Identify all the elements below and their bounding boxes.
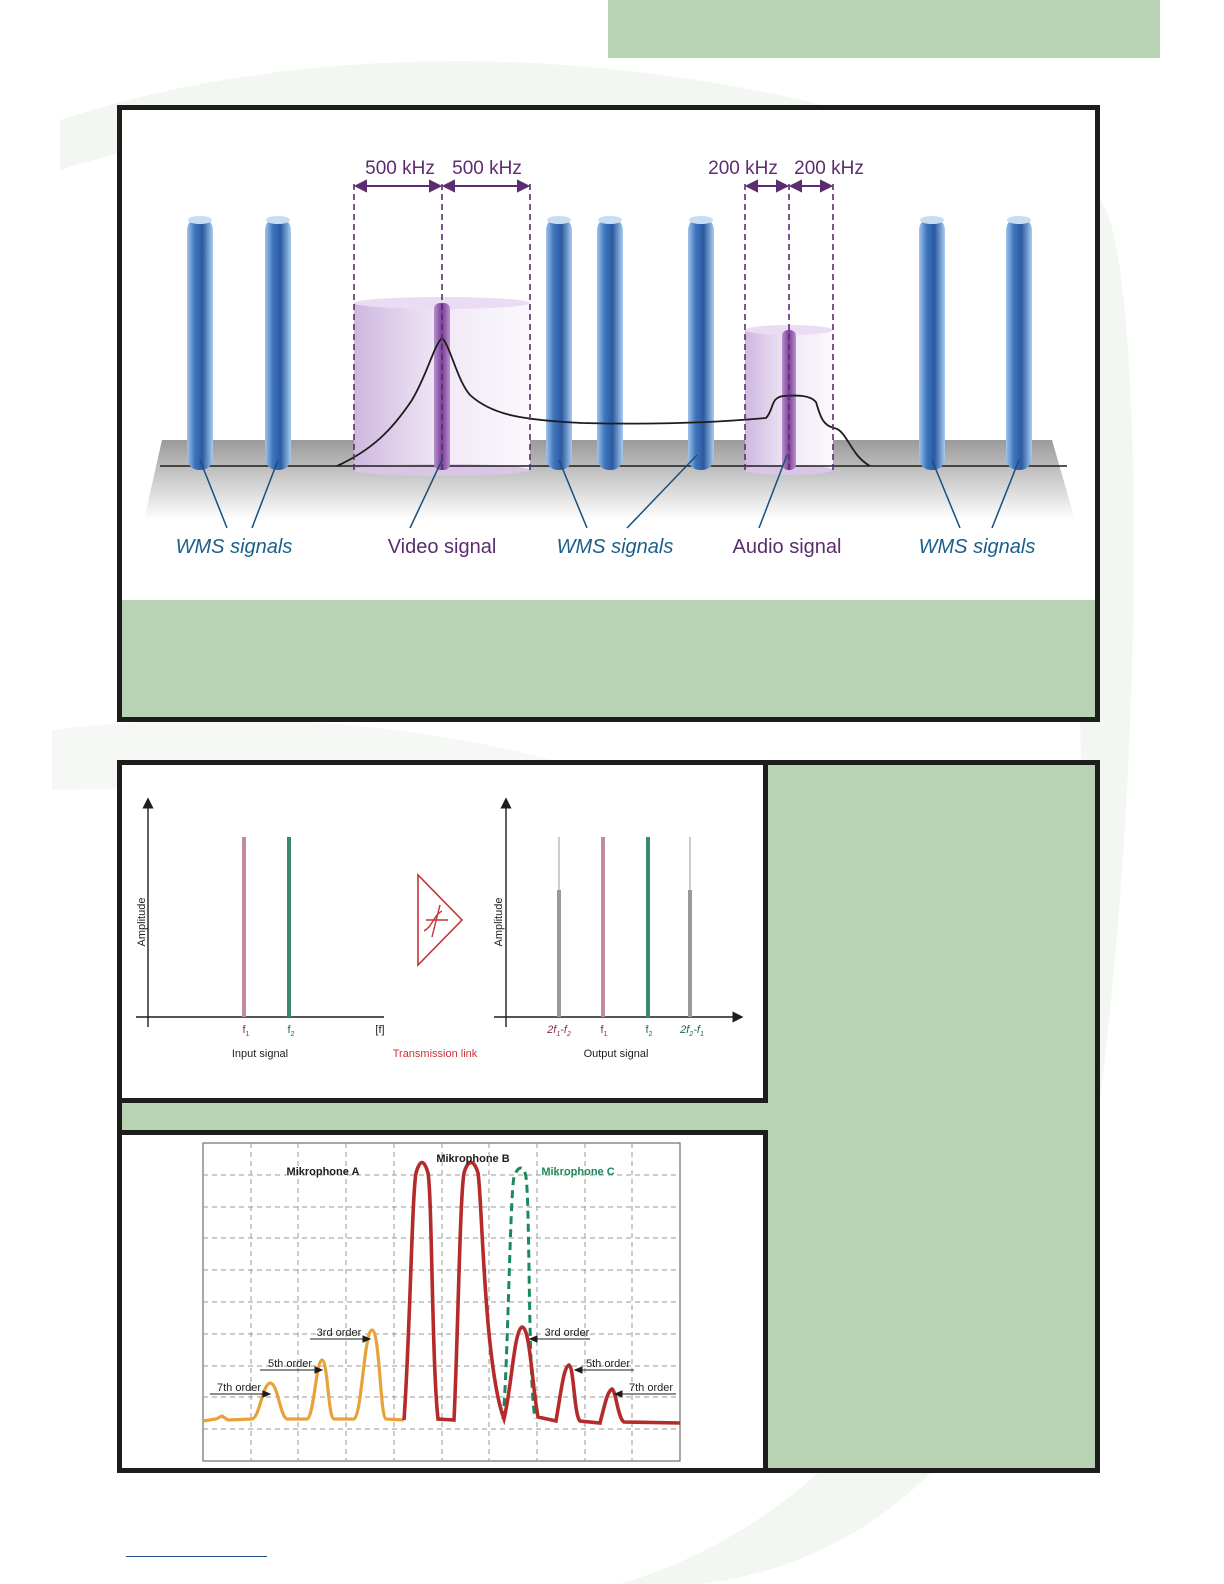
dimension-lines (353, 184, 834, 470)
right-f2-tick: f2 (646, 1024, 653, 1038)
wms-signals-left-label: WMS signals (176, 536, 293, 558)
mic-b-label: Mikrophone B (436, 1153, 509, 1165)
right-2f2f1-bar (688, 890, 692, 1017)
intermod-diagram: Amplitude f1 f2 [f] Input signal Transmi… (136, 797, 744, 1060)
oscilloscope-figure-panel: Mikrophone A Mikrophone B Mikrophone C 7… (117, 1130, 768, 1473)
mic-a-label: Mikrophone A (287, 1166, 360, 1178)
wms-signals-middle-label: WMS signals (557, 536, 674, 558)
right-7th-order-label: 7th order (629, 1382, 673, 1394)
right-3rd-order-label: 3rd order (545, 1327, 590, 1339)
left-f2-tick: f2 (288, 1024, 295, 1038)
left-f2-bar (287, 837, 291, 1017)
right-f2-bar (646, 837, 650, 1017)
mic-c-trace (501, 1166, 537, 1420)
left-f1-bar (242, 837, 246, 1017)
intermod-figure-panel: Amplitude f1 f2 [f] Input signal Transmi… (117, 760, 768, 1103)
audio-signal-label: Audio signal (733, 536, 842, 558)
wms-bar (265, 216, 291, 470)
wms-signals-right-label: WMS signals (919, 536, 1036, 558)
video-right-bandwidth: 500 kHz (452, 158, 522, 179)
right-f1-tick: f1 (601, 1024, 608, 1038)
video-signal-label: Video signal (388, 536, 497, 558)
left-f1-tick: f1 (243, 1024, 250, 1038)
dimension-arrows (353, 179, 834, 193)
audio-left-bandwidth: 200 kHz (708, 158, 778, 179)
order-arrows (210, 1335, 676, 1398)
right-5th-order-label: 5th order (586, 1358, 630, 1370)
wms-bar (546, 216, 572, 470)
envelope-curve (336, 336, 871, 467)
spectrum-figure-panel: 500 kHz 500 kHz 200 kHz 200 kHz WMS sign… (117, 105, 1100, 605)
top-caption-band (117, 600, 1100, 722)
right-2f1-f2-tick: 2f1-f2 (546, 1024, 571, 1038)
input-signal-caption: Input signal (232, 1048, 288, 1060)
left-intermod-trace (202, 1328, 405, 1423)
mic-c-label: Mikrophone C (541, 1166, 614, 1178)
wms-bar (688, 216, 714, 470)
oscilloscope-diagram: Mikrophone A Mikrophone B Mikrophone C 7… (202, 1142, 681, 1462)
left-amplitude-label: Amplitude (136, 898, 148, 947)
left-7th-order-label: 7th order (217, 1382, 261, 1394)
label-pointers (199, 454, 1020, 529)
wms-bars (187, 216, 1032, 470)
amplifier-icon (417, 873, 464, 967)
wms-bar (1006, 216, 1032, 470)
transmission-link-label: Transmission link (393, 1048, 478, 1060)
scope-grid (203, 1143, 680, 1461)
wms-bar (597, 216, 623, 470)
mic-ab-trace (402, 1160, 681, 1426)
wms-bar (187, 216, 213, 470)
audio-right-bandwidth: 200 kHz (794, 158, 864, 179)
left-x-unit: [f] (375, 1024, 384, 1036)
right-2f2-f1-tick: 2f2-f1 (679, 1024, 704, 1038)
footer-rule (126, 1556, 267, 1557)
right-amplitude-label: Amplitude (493, 898, 505, 947)
right-f1-bar (601, 837, 605, 1017)
video-left-bandwidth: 500 kHz (365, 158, 435, 179)
output-signal-caption: Output signal (584, 1048, 649, 1060)
header-tab (608, 0, 1160, 58)
left-3rd-order-label: 3rd order (317, 1327, 362, 1339)
wms-bar (919, 216, 945, 470)
spectrum-diagram: 500 kHz 500 kHz 200 kHz 200 kHz WMS sign… (144, 158, 1075, 558)
right-2f1f2-bar (557, 890, 561, 1017)
left-5th-order-label: 5th order (268, 1358, 312, 1370)
